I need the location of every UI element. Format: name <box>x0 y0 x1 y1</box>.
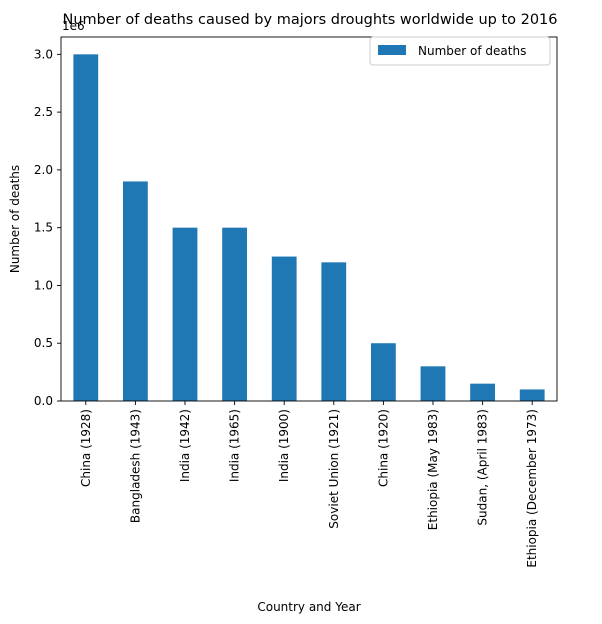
y-tick-label: 3.0 <box>34 47 53 61</box>
x-tick-label: Ethiopia (December 1973) <box>525 409 539 568</box>
x-tick-label: India (1942) <box>178 409 192 482</box>
bar <box>73 54 99 401</box>
x-axis: China (1928) Bangladesh (1943) India (1942… <box>79 401 539 568</box>
y-tick-label: 1.0 <box>34 278 53 292</box>
legend-label: Number of deaths <box>418 44 526 58</box>
x-tick-label: India (1965) <box>228 409 242 482</box>
x-tick-label: Bangladesh (1943) <box>128 409 142 523</box>
y-axis: 0.0 0.5 1.0 1.5 2.0 2.5 3.0 <box>34 47 61 408</box>
x-tick-label: China (1928) <box>79 409 93 487</box>
x-tick-label: Ethiopia (May 1983) <box>426 409 440 530</box>
chart-title: Number of deaths caused by majors drough… <box>62 12 557 28</box>
y-tick-label: 2.0 <box>34 163 53 177</box>
y-axis-offset-label: 1e6 <box>62 19 85 33</box>
y-tick-label: 2.5 <box>34 105 53 119</box>
legend-box <box>369 36 551 66</box>
bar <box>222 227 247 401</box>
bar <box>172 227 198 401</box>
x-tick-label: Sudan, (April 1983) <box>476 409 490 526</box>
legend: Number of deaths <box>369 36 551 66</box>
x-tick-label: China (1920) <box>376 409 390 487</box>
bar <box>420 366 446 401</box>
x-tick-label: India (1900) <box>277 409 291 482</box>
bar <box>123 181 148 401</box>
plot-area <box>60 36 558 402</box>
x-tick-label: Soviet Union (1921) <box>327 409 341 529</box>
y-tick-label: 0.5 <box>34 336 53 350</box>
bar <box>271 256 297 401</box>
axes-frame <box>60 36 558 402</box>
bar <box>321 262 347 401</box>
bar <box>371 343 396 401</box>
legend-swatch <box>378 45 406 55</box>
bar <box>470 383 495 401</box>
y-tick-label: 1.5 <box>34 221 53 235</box>
bar <box>519 389 545 401</box>
y-axis-label: Number of deaths <box>8 165 22 273</box>
x-axis-label: Country and Year <box>257 600 360 614</box>
y-tick-label: 0.0 <box>34 394 53 408</box>
